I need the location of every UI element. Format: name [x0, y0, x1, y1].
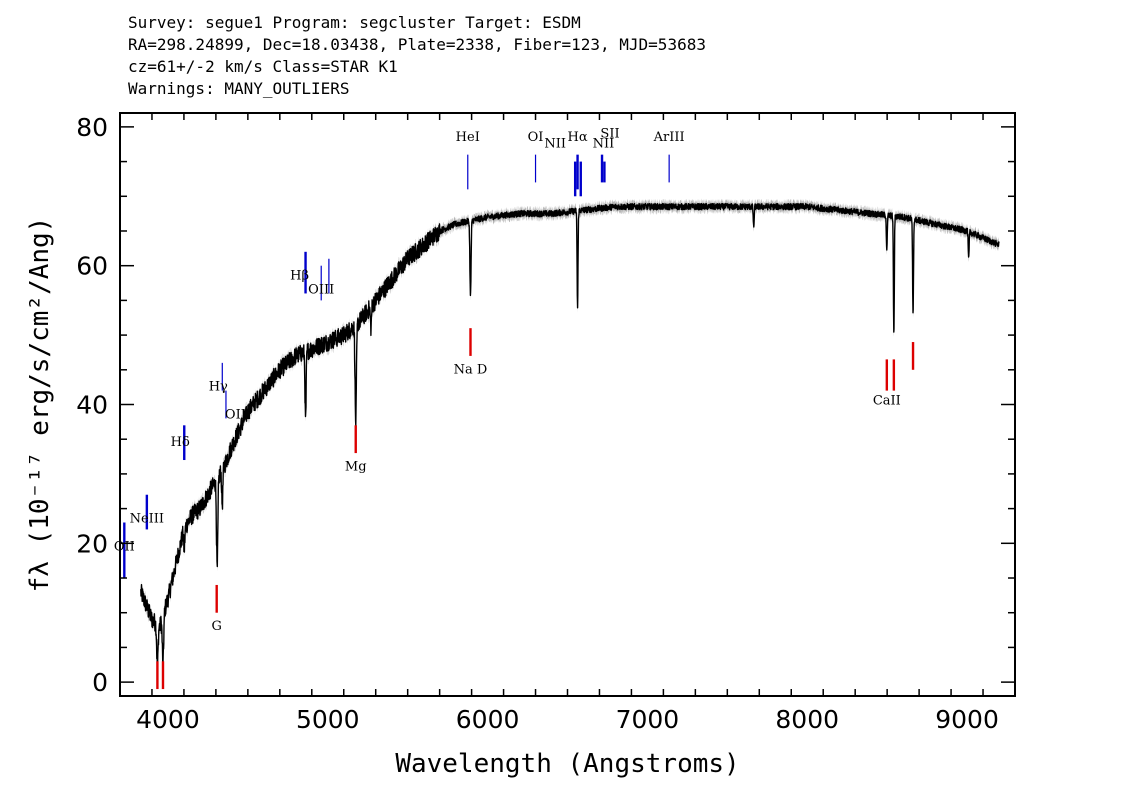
error-band	[140, 198, 1000, 673]
y-tick-label: 80	[76, 113, 108, 142]
y-tick-label: 20	[76, 529, 108, 558]
error-band-layer	[140, 198, 1000, 673]
absorption-line-label: G	[211, 619, 221, 634]
emission-line-label: NII	[544, 137, 566, 152]
emission-line-label: NII	[593, 137, 615, 152]
header-survey-line: Survey: segue1 Program: segcluster Targe…	[128, 13, 581, 32]
flux-line	[140, 202, 1000, 669]
absorption-line-label: CaII	[873, 394, 901, 409]
emission-line-label: Hβ	[290, 269, 309, 284]
emission-line-label: Hδ	[171, 435, 190, 450]
emission-line-label: OIII	[225, 407, 251, 422]
absorption-line-label: Na D	[454, 362, 488, 377]
flux-layer	[140, 202, 1000, 669]
emission-line-label: SII	[600, 126, 619, 141]
emission-line-label: Hγ	[209, 380, 228, 395]
y-tick-label: 40	[76, 391, 108, 420]
header-warnings-line: Warnings: MANY_OUTLIERS	[128, 79, 350, 98]
header-redshift-class-line: cz=61+/-2 km/s Class=STAR K1	[128, 57, 398, 76]
y-axis-label: fλ (10⁻¹⁷ erg/s/cm²/Ang)	[25, 217, 55, 593]
x-tick-label: 7000	[616, 705, 680, 734]
x-tick-label: 9000	[935, 705, 999, 734]
header-coordinates-line: RA=298.24899, Dec=18.03438, Plate=2338, …	[128, 35, 706, 54]
spectrum-header: Survey: segue1 Program: segcluster Targe…	[128, 12, 706, 100]
y-tick-label: 60	[76, 252, 108, 281]
emission-line-label: NeIII	[130, 511, 164, 526]
emission-line-label: ArIII	[653, 130, 685, 145]
absorption-line-label: Mg	[345, 459, 367, 474]
emission-line-label: Hα	[568, 130, 588, 145]
axis-ticks-layer: 4000 5000 6000 7000 8000 9000 0 20 40 60 80	[76, 113, 1016, 734]
x-tick-label: 5000	[296, 705, 360, 734]
x-tick-label: 6000	[456, 705, 520, 734]
emission-line-label: OII	[114, 539, 135, 554]
emission-line-label: OI	[528, 130, 544, 145]
x-tick-label: 4000	[136, 705, 200, 734]
x-axis-label: Wavelength (Angstroms)	[395, 749, 739, 779]
emission-line-label: HeI	[456, 130, 480, 145]
x-tick-label: 8000	[775, 705, 839, 734]
y-tick-label: 0	[92, 668, 108, 697]
emission-line-label: OIII	[308, 282, 334, 297]
